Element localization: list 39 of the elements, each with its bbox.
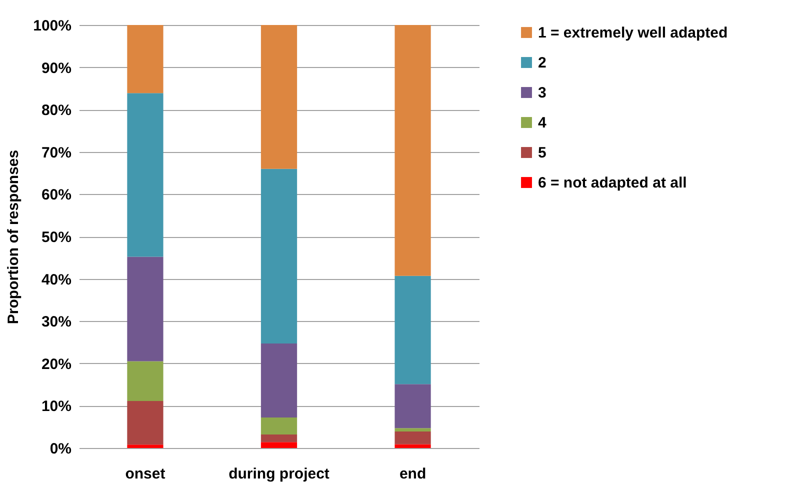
bar bbox=[260, 168, 298, 344]
bar bbox=[394, 432, 431, 444]
bar bbox=[127, 256, 164, 362]
bar bbox=[127, 25, 164, 94]
legend-label: 1 = extremely well adapted bbox=[538, 24, 728, 42]
legend-label: 2 bbox=[538, 54, 546, 72]
bar bbox=[394, 25, 431, 276]
bar bbox=[394, 444, 431, 448]
legend-label: 5 bbox=[538, 144, 546, 162]
bar bbox=[394, 276, 431, 384]
bar bbox=[260, 434, 298, 442]
bar bbox=[260, 442, 298, 448]
y-tick-label: 100% bbox=[33, 18, 72, 34]
y-tick-label: 20% bbox=[41, 356, 72, 373]
y-tick-label: 30% bbox=[41, 314, 72, 331]
x-tick-label: during project bbox=[228, 466, 330, 482]
bar bbox=[127, 361, 164, 402]
y-tick-label: 80% bbox=[41, 102, 72, 120]
bar bbox=[260, 25, 298, 169]
y-tick-label: 90% bbox=[41, 60, 72, 77]
y-tick-label: 0% bbox=[50, 440, 72, 458]
bar bbox=[394, 428, 431, 432]
x-tick-label: onset bbox=[125, 466, 166, 482]
legend-label: 4 bbox=[538, 114, 547, 132]
bar bbox=[260, 344, 298, 418]
y-tick-label: 10% bbox=[41, 398, 72, 416]
y-tick-label: 40% bbox=[41, 271, 72, 288]
bar bbox=[127, 401, 164, 445]
bar bbox=[127, 93, 164, 257]
y-tick-label: 50% bbox=[41, 229, 72, 246]
legend-label: 3 bbox=[538, 84, 546, 102]
bar bbox=[260, 418, 298, 434]
bar bbox=[394, 384, 431, 428]
x-tick-label: end bbox=[399, 466, 426, 482]
legend-label: 6 = not adapted at all bbox=[538, 174, 687, 192]
y-axis-title: Proportion of responses bbox=[5, 150, 22, 324]
y-tick-label: 60% bbox=[41, 186, 72, 204]
y-tick-label: 70% bbox=[41, 144, 72, 162]
bar bbox=[127, 444, 164, 448]
